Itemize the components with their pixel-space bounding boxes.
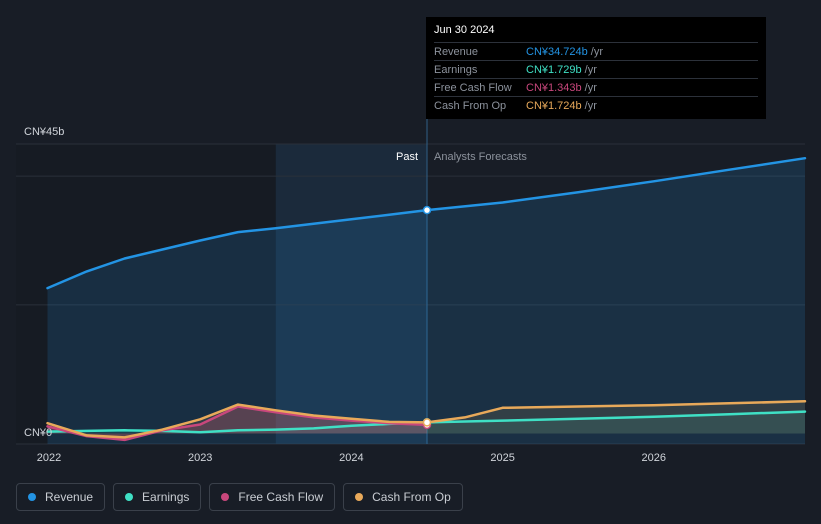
legend-item-free-cash-flow[interactable]: Free Cash Flow — [209, 483, 336, 511]
tooltip-unit: /yr — [590, 45, 604, 58]
tooltip-date: Jun 30 2024 — [434, 24, 495, 36]
legend-item-revenue[interactable]: Revenue — [16, 483, 106, 511]
tooltip-label: Cash From Op — [434, 99, 507, 112]
earnings-line — [46, 410, 807, 434]
x-tick-label: 2022 — [37, 452, 61, 464]
tooltip: Jun 30 2024 Revenue CN¥34.724b /yr Earni… — [426, 17, 766, 119]
revenue-line — [46, 156, 807, 290]
tooltip-unit: /yr — [584, 99, 597, 112]
cash-from-op-area — [47, 401, 805, 438]
y-tick-label-top: CN¥45b — [24, 126, 64, 138]
free-cash-flow-area — [47, 406, 427, 440]
tooltip-row-cash-from-op: Cash From Op CN¥1.724b /yr — [434, 96, 758, 114]
legend-label: Earnings — [142, 490, 190, 504]
tooltip-value: CN¥1.343b — [526, 81, 582, 94]
tooltip-unit: /yr — [584, 81, 597, 94]
tooltip-label: Earnings — [434, 63, 478, 76]
x-tick-label: 2026 — [642, 452, 666, 464]
cash-from-op-dot-icon — [355, 493, 364, 501]
past-label: Past — [396, 151, 418, 163]
tooltip-value: CN¥1.729b — [526, 63, 582, 76]
cash-from-op-marker — [422, 418, 432, 427]
earnings-dot-icon — [125, 493, 134, 501]
free-cash-flow-line — [46, 405, 429, 442]
highlight-region — [275, 144, 427, 444]
tooltip-row-earnings: Earnings CN¥1.729b /yr — [434, 60, 758, 78]
x-tick-label: 2023 — [188, 452, 212, 464]
forecast-label: Analysts Forecasts — [434, 151, 527, 163]
tooltip-label: Revenue — [434, 45, 479, 58]
tooltip-label: Free Cash Flow — [434, 81, 512, 94]
revenue-area — [47, 158, 805, 444]
legend: Revenue Earnings Free Cash Flow Cash Fro… — [16, 483, 463, 511]
legend-label: Free Cash Flow — [238, 490, 324, 504]
tooltip-value: CN¥34.724b — [526, 45, 588, 58]
legend-item-cash-from-op[interactable]: Cash From Op — [343, 483, 463, 511]
tooltip-row-free-cash-flow: Free Cash Flow CN¥1.343b /yr — [434, 78, 758, 96]
x-tick-label: 2024 — [339, 452, 363, 464]
legend-label: Cash From Op — [372, 490, 451, 504]
revenue-dot-icon — [28, 493, 36, 501]
legend-item-earnings[interactable]: Earnings — [113, 483, 202, 511]
revenue-marker — [422, 205, 432, 215]
cash-from-op-line — [46, 400, 807, 439]
tooltip-value: CN¥1.724b — [526, 99, 582, 112]
tooltip-row-revenue: Revenue CN¥34.724b /yr — [434, 42, 758, 60]
legend-label: Revenue — [45, 490, 94, 504]
free-cash-flow-dot-icon — [221, 493, 230, 501]
y-tick-label-bottom: CN¥0 — [24, 427, 52, 439]
x-tick-label: 2025 — [490, 452, 514, 464]
tooltip-unit: /yr — [584, 63, 597, 76]
